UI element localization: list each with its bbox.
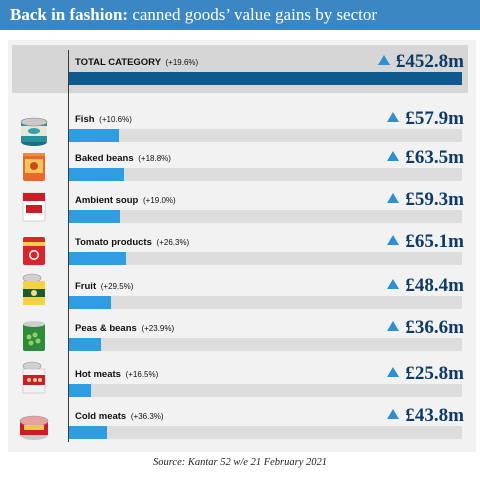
category-name: Tomato products: [75, 237, 152, 248]
category-row: Baked beans (+18.8%) £63.5m: [0, 147, 480, 193]
category-label: Fruit (+29.5%): [75, 281, 133, 295]
up-arrow-icon: [387, 321, 400, 331]
category-row: Cold meats (+36.3%) £43.8m: [0, 405, 480, 451]
category-value: £63.5m: [387, 147, 464, 169]
chart-title-bold: Back in fashion:: [10, 5, 129, 24]
category-change: (+26.3%): [156, 238, 190, 247]
category-label: Tomato products (+26.3%): [75, 237, 189, 251]
up-arrow-icon: [387, 409, 400, 419]
category-name: Baked beans: [75, 153, 134, 164]
category-row: Peas & beans (+23.9%) £36.6m: [0, 317, 480, 363]
category-label: Hot meats (+16.5%): [75, 369, 158, 383]
bar-track: [69, 296, 462, 309]
category-bar: [69, 129, 120, 142]
fruit-can-icon: [22, 273, 45, 305]
category-bar: [69, 338, 101, 351]
category-label: Fish (+10.6%): [75, 114, 132, 128]
category-value-label: £43.8m: [405, 405, 464, 426]
category-bar: [69, 210, 121, 223]
baked-beans-can-icon: [23, 153, 45, 181]
peas-can-icon: [23, 321, 45, 351]
total-band: [12, 45, 468, 93]
category-value-label: £25.8m: [405, 363, 464, 384]
total-category-label: TOTAL CATEGORY: [75, 57, 161, 68]
category-bar: [69, 168, 125, 181]
fish-can-icon: [20, 117, 48, 146]
total-bar: [69, 72, 462, 85]
total-label: TOTAL CATEGORY (+19.6%): [75, 57, 198, 71]
soup-can-icon: [22, 192, 46, 222]
category-change: (+19.0%): [142, 196, 176, 205]
up-arrow-icon: [377, 55, 390, 65]
category-name: Fish: [75, 114, 95, 125]
up-arrow-icon: [387, 367, 400, 377]
category-bar: [69, 296, 111, 309]
hot-meat-can-icon: [22, 361, 46, 394]
category-name: Ambient soup: [75, 195, 139, 206]
total-value: £452.8m: [377, 51, 464, 73]
bar-track: [69, 129, 462, 142]
category-value: £57.9m: [387, 108, 464, 130]
category-label: Ambient soup (+19.0%): [75, 195, 176, 209]
category-name: Fruit: [75, 281, 97, 292]
chart-panel: [8, 40, 476, 452]
category-label: Baked beans (+18.8%): [75, 153, 171, 167]
category-value: £36.6m: [387, 317, 464, 339]
bar-track: [69, 210, 462, 223]
tomato-can-icon: [23, 237, 45, 265]
category-change: (+36.3%): [130, 412, 164, 421]
bar-track: [69, 384, 462, 397]
up-arrow-icon: [387, 235, 400, 245]
category-value: £59.3m: [387, 189, 464, 211]
category-value-label: £59.3m: [405, 189, 464, 210]
bar-track: [69, 426, 462, 439]
category-value: £65.1m: [387, 231, 464, 253]
total-bar-track: [69, 72, 462, 85]
bar-track: [69, 168, 462, 181]
category-value: £43.8m: [387, 405, 464, 427]
category-row: Fish (+10.6%) £57.9m: [0, 108, 480, 154]
total-row: TOTAL CATEGORY (+19.6%) £452.8m: [0, 51, 480, 97]
category-value: £48.4m: [387, 275, 464, 297]
category-change: (+23.9%): [141, 324, 175, 333]
up-arrow-icon: [387, 193, 400, 203]
axis-line: [68, 50, 69, 442]
category-value-label: £36.6m: [405, 317, 464, 338]
category-row: Tomato products (+26.3%) £65.1m: [0, 231, 480, 277]
up-arrow-icon: [387, 112, 400, 122]
cold-meat-can-icon: [19, 415, 49, 440]
category-change: (+29.5%): [100, 282, 134, 291]
category-value: £25.8m: [387, 363, 464, 385]
category-value-label: £65.1m: [405, 231, 464, 252]
bar-track: [69, 338, 462, 351]
chart-title-rest: canned goods’ value gains by sector: [128, 5, 378, 24]
chart-title: Back in fashion: canned goods’ value gai…: [0, 0, 480, 30]
category-name: Peas & beans: [75, 323, 137, 334]
bar-track: [69, 252, 462, 265]
category-change: (+16.5%): [125, 370, 159, 379]
category-value-label: £57.9m: [405, 108, 464, 129]
category-row: Fruit (+29.5%) £48.4m: [0, 273, 480, 321]
category-name: Hot meats: [75, 369, 121, 380]
category-bar: [69, 252, 126, 265]
category-row: Ambient soup (+19.0%) £59.3m: [0, 189, 480, 235]
up-arrow-icon: [387, 151, 400, 161]
category-bar: [69, 426, 107, 439]
source-note: Source: Kantar 52 w/e 21 February 2021: [152, 457, 327, 468]
category-name: Cold meats: [75, 411, 127, 422]
total-value-label: £452.8m: [395, 51, 464, 72]
category-label: Peas & beans (+23.9%): [75, 323, 174, 337]
category-value-label: £48.4m: [405, 275, 464, 296]
category-value-label: £63.5m: [405, 147, 464, 168]
up-arrow-icon: [387, 279, 400, 289]
category-row: Hot meats (+16.5%) £25.8m: [0, 361, 480, 409]
category-change: (+10.6%): [99, 115, 132, 124]
category-label: Cold meats (+36.3%): [75, 411, 164, 425]
category-bar: [69, 384, 92, 397]
category-change: (+18.8%): [138, 154, 171, 163]
total-change-label: (+19.6%): [165, 58, 199, 67]
